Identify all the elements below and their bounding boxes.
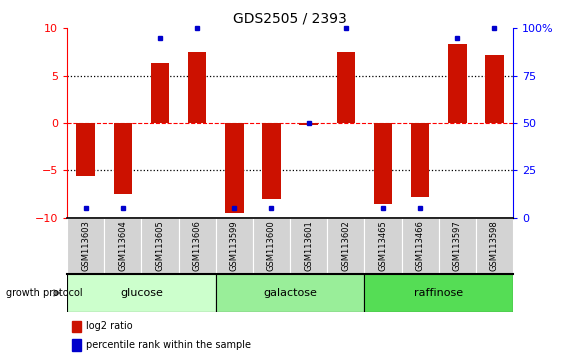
Bar — [364, 274, 513, 312]
Text: GSM113465: GSM113465 — [378, 221, 388, 272]
Bar — [216, 218, 253, 274]
Bar — [438, 218, 476, 274]
Text: GSM113606: GSM113606 — [192, 221, 202, 272]
Text: percentile rank within the sample: percentile rank within the sample — [86, 340, 251, 350]
Bar — [364, 218, 402, 274]
Text: GSM113600: GSM113600 — [267, 221, 276, 272]
Bar — [402, 218, 438, 274]
Bar — [76, 123, 95, 176]
Text: log2 ratio: log2 ratio — [86, 321, 132, 331]
Text: GSM113602: GSM113602 — [341, 221, 350, 272]
Bar — [485, 55, 504, 123]
Bar — [72, 320, 81, 332]
Text: GSM113604: GSM113604 — [118, 221, 127, 272]
Bar — [327, 218, 364, 274]
Bar — [114, 123, 132, 194]
Bar — [67, 274, 216, 312]
Text: GSM113605: GSM113605 — [156, 221, 164, 272]
Bar — [216, 274, 364, 312]
Bar — [67, 218, 104, 274]
Bar — [178, 218, 216, 274]
Bar — [411, 123, 430, 197]
Bar — [476, 218, 513, 274]
Bar — [299, 123, 318, 125]
Bar — [448, 44, 466, 123]
Text: growth protocol: growth protocol — [6, 288, 82, 298]
Bar — [336, 52, 355, 123]
Text: GSM113466: GSM113466 — [416, 221, 424, 272]
Bar — [150, 63, 169, 123]
Title: GDS2505 / 2393: GDS2505 / 2393 — [233, 12, 347, 26]
Bar — [72, 339, 81, 351]
Text: GSM113597: GSM113597 — [453, 221, 462, 272]
Text: glucose: glucose — [120, 288, 163, 298]
Text: GSM113598: GSM113598 — [490, 221, 499, 272]
Bar — [225, 123, 244, 213]
Text: raffinose: raffinose — [414, 288, 463, 298]
Bar — [374, 123, 392, 204]
Text: GSM113601: GSM113601 — [304, 221, 313, 272]
Text: galactose: galactose — [263, 288, 317, 298]
Bar — [290, 218, 327, 274]
Text: GSM113603: GSM113603 — [81, 221, 90, 272]
Bar — [253, 218, 290, 274]
Bar — [188, 52, 206, 123]
Bar — [262, 123, 281, 199]
Bar — [104, 218, 141, 274]
Bar — [141, 218, 178, 274]
Text: GSM113599: GSM113599 — [230, 221, 239, 272]
